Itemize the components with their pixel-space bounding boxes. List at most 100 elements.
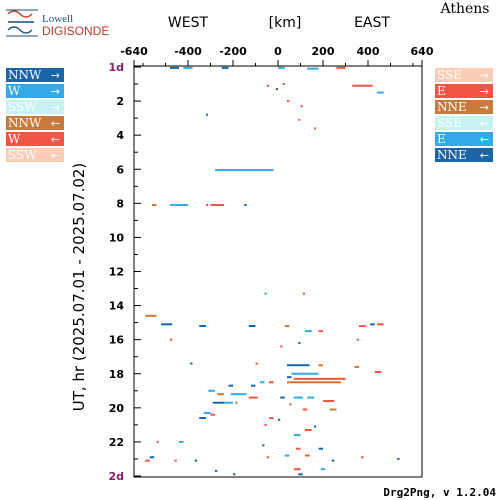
- y-axis: 1d 2 4 6 8 10 12 14 16 18 20 22 2d: [108, 61, 141, 483]
- drift-segment: [206, 113, 208, 116]
- drift-segment: [217, 393, 224, 396]
- arrow-left-icon: ←: [479, 148, 489, 162]
- arrow-left-icon: ←: [50, 116, 60, 130]
- y-tick-label: 1d: [108, 61, 124, 74]
- drift-segment: [269, 381, 274, 384]
- legend-label: NNE: [437, 100, 467, 114]
- legend-item-e: E →: [435, 84, 493, 98]
- drift-segment: [374, 371, 382, 374]
- drift-segment: [224, 401, 233, 404]
- header-units: [km]: [269, 15, 302, 31]
- drift-segment: [293, 434, 301, 437]
- drift-segment: [275, 88, 278, 91]
- drift-segment: [291, 372, 319, 375]
- y-tick-label: 2d: [108, 470, 124, 483]
- drift-segment: [314, 127, 316, 130]
- logo-frame-lines: [6, 9, 38, 37]
- drift-segment: [287, 364, 310, 367]
- drift-segment: [145, 459, 150, 462]
- drift-segment: [293, 396, 303, 399]
- data-marks: [145, 66, 400, 476]
- drift-segment: [280, 345, 283, 348]
- y-tick-label: 8: [116, 197, 124, 210]
- drift-segment: [377, 323, 384, 326]
- drift-segment: [208, 389, 215, 392]
- drift-segment: [293, 377, 346, 380]
- drift-segment: [170, 204, 188, 207]
- header-west: WEST: [168, 15, 209, 31]
- drift-segment: [194, 459, 197, 462]
- drift-segment: [179, 440, 184, 443]
- drift-segment: [314, 425, 317, 428]
- drift-segment: [336, 66, 346, 69]
- legend-label: NNE: [437, 148, 467, 162]
- drift-segment: [397, 457, 400, 460]
- legend-label: E: [437, 132, 446, 146]
- drift-segment: [210, 204, 224, 207]
- logo-line1: Lowell: [42, 13, 73, 25]
- drift-segment: [300, 105, 303, 108]
- x-axis: -640 -400 -200 0 200 400 640: [120, 45, 434, 66]
- digisonde-logo: Lowell DIGISONDE: [4, 4, 109, 38]
- y-tick-label: 20: [109, 402, 125, 415]
- arrow-right-icon: →: [479, 100, 489, 114]
- legend-item-w: W ←: [6, 132, 64, 146]
- drift-segment: [212, 401, 224, 404]
- arrow-left-icon: ←: [50, 148, 60, 162]
- drift-segment: [329, 408, 337, 411]
- drift-segment: [156, 440, 159, 443]
- footer-version: Drg2Png, v 1.2.04: [383, 486, 496, 499]
- drift-segment: [361, 456, 364, 459]
- logo-wave-upper: [7, 10, 33, 18]
- y-tick-label: 14: [109, 300, 125, 313]
- drift-segment: [287, 376, 292, 379]
- drift-segment: [296, 447, 301, 450]
- drift-segment: [280, 396, 285, 399]
- legend-item-sse: SSE ←: [435, 116, 493, 130]
- drift-segment: [278, 418, 281, 421]
- drift-segment: [152, 204, 157, 207]
- drift-segment: [305, 428, 312, 431]
- drift-segment: [377, 91, 384, 94]
- drift-segment: [266, 456, 269, 459]
- drift-segment: [260, 381, 265, 384]
- legend-item-ssw: SSW ←: [6, 148, 64, 162]
- legend-label: SSE: [437, 116, 462, 130]
- drift-segment: [318, 364, 323, 367]
- drift-segment: [284, 325, 290, 328]
- legend-item-e: E ←: [435, 132, 493, 146]
- arrow-right-icon: →: [50, 100, 60, 114]
- drift-segment: [170, 338, 173, 341]
- legend-item-nnw: NNW ←: [6, 116, 64, 130]
- drift-segment: [190, 362, 193, 365]
- drift-segment: [298, 342, 301, 345]
- arrow-right-icon: →: [479, 68, 489, 82]
- y-tick-label: 10: [109, 231, 125, 244]
- drift-segment: [323, 400, 335, 403]
- legend-item-nne: NNE ←: [435, 148, 493, 162]
- legend-item-nne: NNE →: [435, 100, 493, 114]
- drift-segment: [354, 365, 359, 368]
- plot-frame: [133, 65, 423, 478]
- drift-segment: [293, 468, 301, 471]
- drift-segment: [307, 396, 314, 399]
- legend-label: NNW: [8, 116, 42, 130]
- x-tick-label: -200: [219, 45, 247, 58]
- header-east: EAST: [354, 15, 390, 31]
- drift-segment: [251, 384, 256, 387]
- arrow-left-icon: ←: [479, 116, 489, 130]
- drift-segment: [282, 83, 285, 86]
- drift-segment: [161, 323, 173, 326]
- y-tick-label: 22: [109, 436, 124, 449]
- y-tick-label: 6: [116, 163, 124, 176]
- logo-line2: DIGISONDE: [42, 24, 109, 38]
- drift-segment: [199, 325, 206, 328]
- drift-segment: [289, 403, 292, 406]
- drift-segment: [278, 66, 285, 69]
- x-tick-label: -640: [120, 45, 148, 58]
- drift-segment: [298, 473, 303, 476]
- y-tick-label: 4: [116, 129, 124, 142]
- legend-item-nnw: NNW →: [6, 68, 64, 82]
- y-tick-label: 16: [109, 334, 125, 347]
